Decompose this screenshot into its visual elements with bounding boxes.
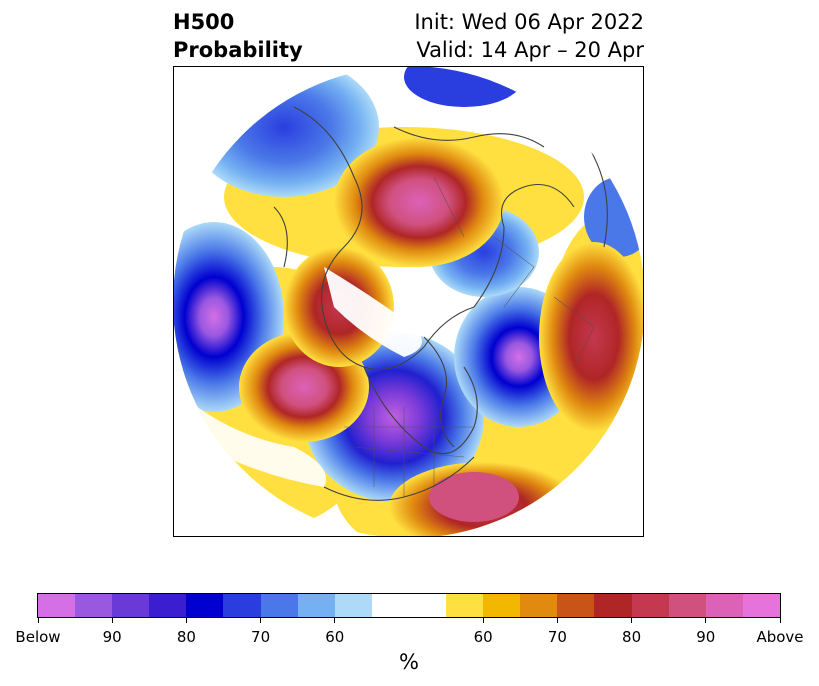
colorbar bbox=[37, 593, 781, 618]
coastlines bbox=[273, 86, 608, 501]
probability-map bbox=[174, 67, 643, 536]
colorbar-swatch bbox=[112, 594, 150, 617]
colorbar-tick-label: 80 bbox=[176, 628, 196, 646]
colorbar-swatch bbox=[594, 594, 632, 617]
valid-dates: Valid: 14 Apr – 20 Apr bbox=[416, 38, 644, 62]
colorbar-swatch bbox=[557, 594, 595, 617]
map-frame bbox=[173, 66, 644, 537]
colorbar-tick-label: Above bbox=[756, 628, 804, 646]
colorbar-tick-label: 80 bbox=[622, 628, 642, 646]
title-variable: H500 bbox=[173, 10, 235, 34]
anomaly-east-red bbox=[539, 242, 643, 432]
colorbar-tick-label: 70 bbox=[251, 628, 271, 646]
colorbar-tick-label: 60 bbox=[325, 628, 345, 646]
colorbar-swatch bbox=[260, 594, 298, 617]
colorbar-tick bbox=[482, 618, 484, 623]
colorbar-swatch bbox=[371, 594, 409, 617]
colorbar-swatch bbox=[446, 594, 484, 617]
colorbar-tick bbox=[779, 618, 781, 623]
colorbar-tick bbox=[334, 618, 336, 623]
colorbar-swatch bbox=[705, 594, 743, 617]
colorbar-swatch bbox=[408, 594, 447, 617]
colorbar-swatch bbox=[631, 594, 669, 617]
colorbar-swatch bbox=[38, 594, 76, 617]
map-title: H500 Probability bbox=[173, 8, 303, 64]
init-date: Init: Wed 06 Apr 2022 bbox=[414, 10, 644, 34]
colorbar-swatch bbox=[297, 594, 335, 617]
colorbar-tick bbox=[185, 618, 187, 623]
colorbar-tick-label: 70 bbox=[547, 628, 567, 646]
title-product: Probability bbox=[173, 38, 303, 62]
colorbar-swatch bbox=[149, 594, 187, 617]
colorbar-swatch bbox=[75, 594, 113, 617]
colorbar-unit: % bbox=[399, 650, 419, 674]
map-dates: Init: Wed 06 Apr 2022 Valid: 14 Apr – 20… bbox=[414, 8, 644, 64]
colorbar-tick-label: 90 bbox=[102, 628, 122, 646]
colorbar-swatch bbox=[483, 594, 521, 617]
colorbar-tick-label: 60 bbox=[473, 628, 493, 646]
colorbar-tick-label: 90 bbox=[696, 628, 716, 646]
colorbar-tick bbox=[705, 618, 707, 623]
colorbar-tick bbox=[111, 618, 113, 623]
colorbar-tick bbox=[556, 618, 558, 623]
colorbar-swatch bbox=[186, 594, 224, 617]
colorbar-swatch bbox=[742, 594, 780, 617]
colorbar-swatch bbox=[668, 594, 706, 617]
colorbar-tick bbox=[37, 618, 39, 623]
borders bbox=[344, 176, 595, 497]
forecast-disk bbox=[174, 67, 643, 536]
anomaly-north-pink bbox=[334, 137, 504, 267]
colorbar-tick bbox=[260, 618, 262, 623]
colorbar-swatch bbox=[334, 594, 372, 617]
colorbar-swatch bbox=[520, 594, 558, 617]
colorbar-tick bbox=[631, 618, 633, 623]
colorbar-swatch bbox=[223, 594, 261, 617]
colorbar-tick-label: Below bbox=[15, 628, 61, 646]
